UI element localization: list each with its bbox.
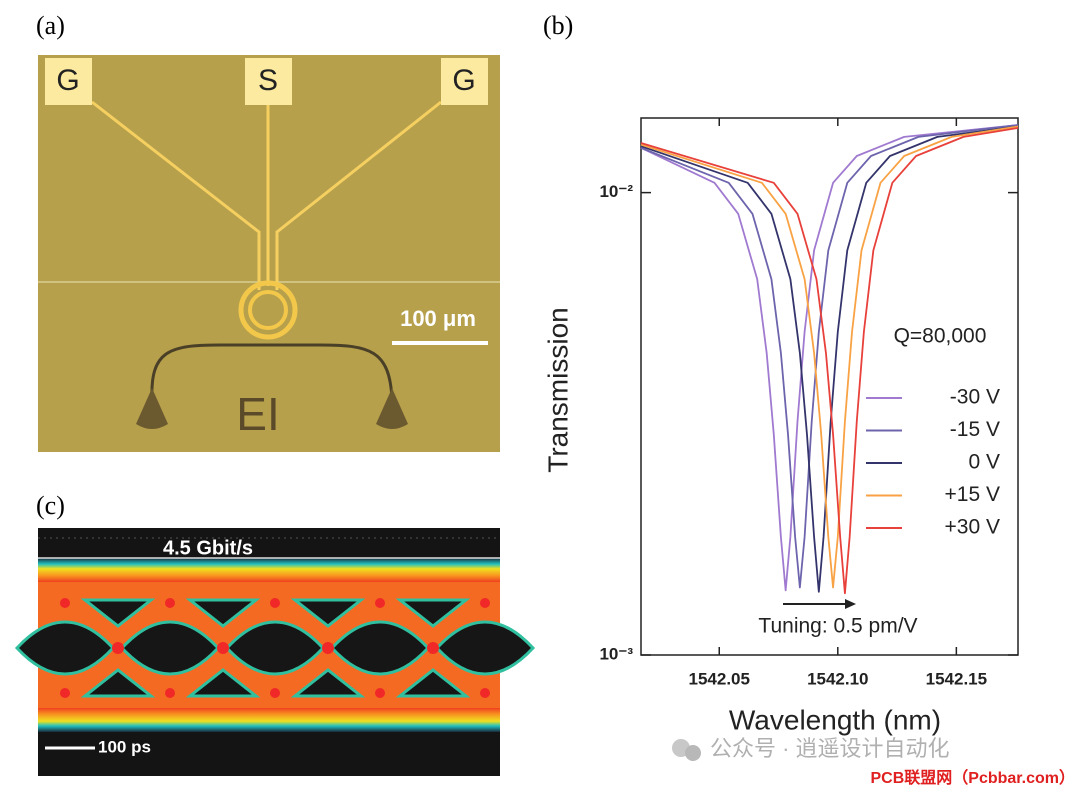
grating-coupler bbox=[136, 388, 168, 429]
eye-triangle bbox=[80, 668, 156, 698]
panel-label: (b) bbox=[543, 11, 573, 40]
crossing-dot bbox=[427, 642, 439, 654]
crossing-dot bbox=[60, 688, 70, 698]
annotation: Q=80,000 bbox=[894, 325, 987, 348]
y-tick-label: 10⁻³ bbox=[599, 644, 633, 663]
crossing-dot bbox=[375, 598, 385, 608]
waveguide bbox=[150, 343, 394, 401]
x-tick-label: 1542.15 bbox=[926, 669, 987, 688]
electrode bbox=[91, 100, 261, 290]
panel-label: (a) bbox=[36, 11, 65, 40]
plot-frame bbox=[640, 117, 1019, 656]
crossing-dot bbox=[375, 688, 385, 698]
crossing-dot bbox=[112, 642, 124, 654]
eye-triangle bbox=[185, 598, 261, 628]
series-line bbox=[640, 124, 1019, 592]
micrograph: G S G EI 100 μm bbox=[38, 55, 500, 452]
wechat-icon bbox=[685, 745, 701, 761]
crossing-dot bbox=[270, 688, 280, 698]
tuning-arrowhead bbox=[845, 599, 856, 609]
pad-label: G bbox=[56, 64, 79, 97]
watermark: 公众号 · 逍遥设计自动化 PCB联盟网（Pcbbar.com） bbox=[672, 736, 1075, 787]
crossing-dot bbox=[217, 642, 229, 654]
eye-triangle bbox=[395, 598, 471, 628]
eye-triangle bbox=[290, 668, 366, 698]
legend-label: +15 V bbox=[945, 483, 1000, 506]
y-tick-label: 10⁻² bbox=[599, 182, 633, 201]
x-axis-label: Wavelength (nm) bbox=[729, 704, 941, 735]
grating-coupler bbox=[376, 388, 408, 429]
source-text: PCB联盟网（Pcbbar.com） bbox=[871, 769, 1076, 787]
electrodes bbox=[91, 100, 442, 290]
pad bbox=[245, 58, 292, 105]
crossing-dot bbox=[322, 642, 334, 654]
pad-label: G bbox=[452, 64, 475, 97]
pad bbox=[45, 58, 92, 105]
legend-label: -30 V bbox=[950, 386, 1000, 409]
crossing-dot bbox=[270, 598, 280, 608]
pad-label: S bbox=[258, 64, 278, 97]
eye-triangle bbox=[185, 668, 261, 698]
series-line bbox=[640, 124, 1019, 589]
top-rail bbox=[38, 558, 500, 582]
electrode bbox=[275, 100, 442, 290]
y-axis-label: Transmission bbox=[542, 307, 573, 472]
ring bbox=[248, 290, 288, 330]
bit-rate: 4.5 Gbit/s bbox=[163, 537, 253, 559]
scale-bar-label: 100 μm bbox=[400, 306, 476, 331]
bottom-rail bbox=[38, 708, 500, 732]
legend-label: -15 V bbox=[950, 418, 1000, 441]
crossing-dot bbox=[480, 688, 490, 698]
eye-triangle bbox=[80, 598, 156, 628]
x-tick-label: 1542.05 bbox=[689, 669, 750, 688]
scale-bar-label: 100 ps bbox=[98, 737, 151, 756]
eye-triangle bbox=[290, 598, 366, 628]
x-tick-label: 1542.10 bbox=[807, 669, 868, 688]
series-line bbox=[640, 127, 1019, 595]
legend-label: 0 V bbox=[968, 451, 1000, 474]
eye-opening bbox=[434, 620, 536, 676]
ring bbox=[238, 280, 298, 340]
eye-diagram: 4.5 Gbit/s 100 ps bbox=[14, 528, 536, 776]
annotation: Tuning: 0.5 pm/V bbox=[758, 615, 917, 638]
crossing-dot bbox=[480, 598, 490, 608]
series-line bbox=[640, 125, 1019, 593]
legend-label: +30 V bbox=[945, 516, 1000, 539]
pad bbox=[441, 58, 488, 105]
series-line bbox=[640, 125, 1019, 589]
crossing-dot bbox=[60, 598, 70, 608]
watermark-text: 公众号 · 逍遥设计自动化 bbox=[710, 736, 950, 761]
eye-triangle bbox=[395, 668, 471, 698]
crossing-dot bbox=[165, 688, 175, 698]
panel-label: (c) bbox=[36, 491, 65, 520]
chip-label: EI bbox=[236, 388, 279, 440]
crossing-dot bbox=[165, 598, 175, 608]
